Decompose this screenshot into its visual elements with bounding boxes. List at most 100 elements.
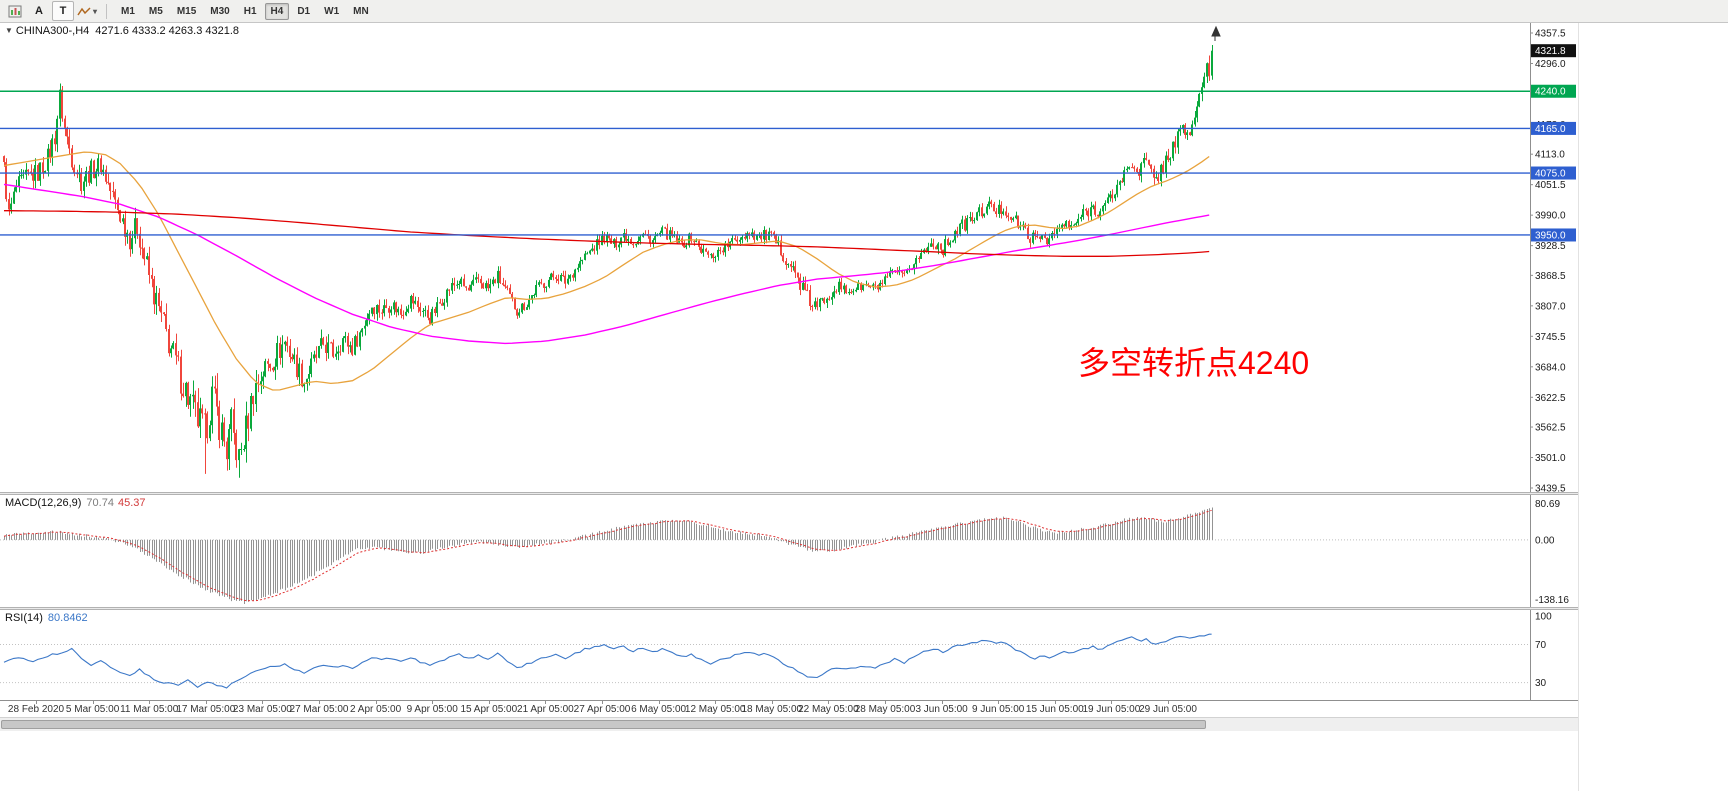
time-tick bbox=[998, 701, 1000, 704]
price-tick: 4051.5 bbox=[1535, 180, 1566, 191]
price-tick: 3622.5 bbox=[1535, 393, 1566, 404]
ohlc-values: 4271.6 4333.2 4263.3 4321.8 bbox=[95, 25, 240, 37]
time-tick bbox=[1111, 701, 1113, 704]
price-chart-panel[interactable]: ▼ CHINA300-,H4 4271.6 4333.2 4263.3 4321.8… bbox=[0, 23, 1578, 492]
symbol-period-label: CHINA300-,H4 bbox=[15, 25, 90, 37]
macd-name: MACD(12,26,9) bbox=[5, 497, 82, 509]
time-label: 9 Apr 05:00 bbox=[406, 704, 458, 715]
chart-type-button[interactable] bbox=[4, 1, 26, 21]
timeframe-m15[interactable]: M15 bbox=[176, 5, 197, 17]
up-arrow-marker bbox=[1211, 25, 1221, 41]
time-label: 27 Apr 05:00 bbox=[573, 704, 631, 715]
chart-window: ▼ CHINA300-,H4 4271.6 4333.2 4263.3 4321.8… bbox=[0, 23, 1578, 791]
timeframe-mn[interactable]: MN bbox=[353, 5, 369, 17]
panel-splitter[interactable] bbox=[0, 492, 1578, 495]
time-label: 28 May 05:00 bbox=[854, 704, 916, 715]
zigzag-icon bbox=[77, 6, 91, 17]
time-label: 18 May 05:00 bbox=[741, 704, 803, 715]
bull-wicks bbox=[11, 45, 1213, 478]
price-tick: 3807.0 bbox=[1535, 301, 1566, 312]
time-tick bbox=[262, 701, 264, 704]
level-4240.0-badge bbox=[1531, 84, 1576, 98]
text-tool-label: A bbox=[35, 5, 43, 17]
macd-panel[interactable]: MACD(12,26,9) 70.74 45.37 80.69 0.00 -138.16 bbox=[0, 495, 1578, 607]
macd-scale-label: 80.69 bbox=[1535, 499, 1560, 510]
macd-histogram bbox=[4, 507, 1213, 604]
price-tick: 4296.0 bbox=[1535, 59, 1566, 70]
time-tick bbox=[205, 701, 207, 704]
collapse-arrow-icon[interactable]: ▼ bbox=[5, 26, 13, 35]
rsi-panel[interactable]: RSI(14) 80.8462 100 70 30 bbox=[0, 610, 1578, 700]
time-label: 11 Mar 05:00 bbox=[120, 704, 179, 715]
ma-orange-line bbox=[3, 151, 1210, 391]
panel-splitter[interactable] bbox=[0, 607, 1578, 610]
timeframe-h4[interactable]: H4 bbox=[264, 2, 290, 20]
scrollbar-thumb[interactable] bbox=[1, 720, 1206, 729]
time-label: 12 May 05:00 bbox=[684, 704, 746, 715]
time-tick bbox=[36, 701, 37, 704]
price-chart-canvas[interactable]: 4357.54296.04234.54173.04113.04051.53990… bbox=[0, 23, 1578, 492]
timeframe-m1[interactable]: M1 bbox=[121, 5, 135, 17]
time-label: 21 Apr 05:00 bbox=[517, 704, 574, 715]
time-label: 27 Mar 05:00 bbox=[289, 704, 349, 715]
time-tick bbox=[92, 701, 94, 704]
macd-scale-label: -138.16 bbox=[1535, 595, 1569, 606]
text-box-tool-label: T bbox=[59, 5, 67, 17]
rsi-canvas[interactable]: 100 70 30 bbox=[0, 610, 1578, 700]
text-box-tool-button[interactable]: T bbox=[52, 1, 74, 21]
price-tick: 3745.5 bbox=[1535, 332, 1566, 343]
chart-title: ▼ CHINA300-,H4 4271.6 4333.2 4263.3 4321.8 bbox=[5, 25, 239, 37]
price-tick: 3562.5 bbox=[1535, 423, 1566, 434]
timeframe-m30[interactable]: M30 bbox=[210, 5, 230, 17]
macd-main-value: 70.74 bbox=[86, 497, 114, 509]
time-tick bbox=[1054, 701, 1056, 704]
horizontal-scrollbar[interactable] bbox=[0, 717, 1578, 731]
level-4075.0-badge bbox=[1531, 166, 1576, 180]
indicators-dropdown-button[interactable]: ▾ bbox=[76, 1, 98, 21]
empty-right-strip bbox=[1578, 23, 1728, 791]
time-label: 2 Apr 05:00 bbox=[350, 704, 402, 715]
chart-annotation-text: 多空转折点4240 bbox=[1078, 345, 1310, 381]
price-tick: 3928.5 bbox=[1535, 241, 1566, 252]
time-tick bbox=[319, 701, 320, 704]
price-tick: 3990.0 bbox=[1535, 211, 1566, 222]
timeframe-group: M1 M5 M15 M30 H1 H4 D1 W1 MN bbox=[114, 2, 376, 20]
time-label: 23 Mar 05:00 bbox=[232, 704, 292, 715]
time-label: 22 May 05:00 bbox=[798, 704, 859, 715]
time-tick bbox=[828, 701, 830, 704]
timeframe-h1[interactable]: H1 bbox=[243, 5, 257, 17]
time-tick bbox=[149, 701, 151, 704]
time-label: 15 Jun 05:00 bbox=[1025, 704, 1084, 715]
text-tool-button[interactable]: A bbox=[28, 1, 50, 21]
price-tick: 3439.5 bbox=[1535, 484, 1566, 493]
macd-canvas[interactable]: 80.69 0.00 -138.16 bbox=[0, 495, 1578, 607]
time-label: 29 Jun 05:00 bbox=[1139, 704, 1197, 715]
level-4165.0-badge bbox=[1531, 121, 1576, 135]
macd-scale-label: 0.00 bbox=[1535, 535, 1555, 546]
ma-red-line bbox=[4, 210, 1210, 257]
candles bbox=[3, 50, 1213, 461]
price-tick: 3868.5 bbox=[1535, 271, 1566, 282]
time-tick bbox=[771, 701, 773, 704]
time-label: 28 Feb 2020 bbox=[7, 704, 65, 715]
time-label: 3 Jun 05:00 bbox=[915, 704, 968, 715]
chevron-down-icon: ▾ bbox=[93, 6, 98, 16]
timeframe-w1[interactable]: W1 bbox=[324, 5, 340, 17]
price-tick: 4357.5 bbox=[1535, 29, 1566, 40]
time-axis[interactable]: 28 Feb 2020 5 Mar 05:00 11 Mar 05:00 17 Mar… bbox=[0, 700, 1578, 717]
price-tick: 3684.0 bbox=[1535, 362, 1566, 373]
time-label: 6 May 05:00 bbox=[631, 704, 687, 715]
rsi-title: RSI(14) 80.8462 bbox=[5, 612, 88, 624]
toolbar: A T ▾ M1 M5 M15 M30 H1 H4 D1 W1 MN bbox=[0, 0, 1728, 23]
price-tick: 3501.0 bbox=[1535, 453, 1566, 464]
time-label: 19 Jun 05:00 bbox=[1082, 704, 1141, 715]
svg-text:4240.0: 4240.0 bbox=[1535, 87, 1566, 98]
svg-text:4075.0: 4075.0 bbox=[1535, 169, 1566, 180]
timeframe-m5[interactable]: M5 bbox=[148, 5, 163, 17]
rsi-line bbox=[3, 633, 1212, 689]
price-tick: 4113.0 bbox=[1535, 150, 1565, 161]
timeframe-d1[interactable]: D1 bbox=[297, 5, 311, 17]
rsi-scale-label: 30 bbox=[1535, 678, 1547, 689]
time-tick bbox=[602, 701, 603, 704]
